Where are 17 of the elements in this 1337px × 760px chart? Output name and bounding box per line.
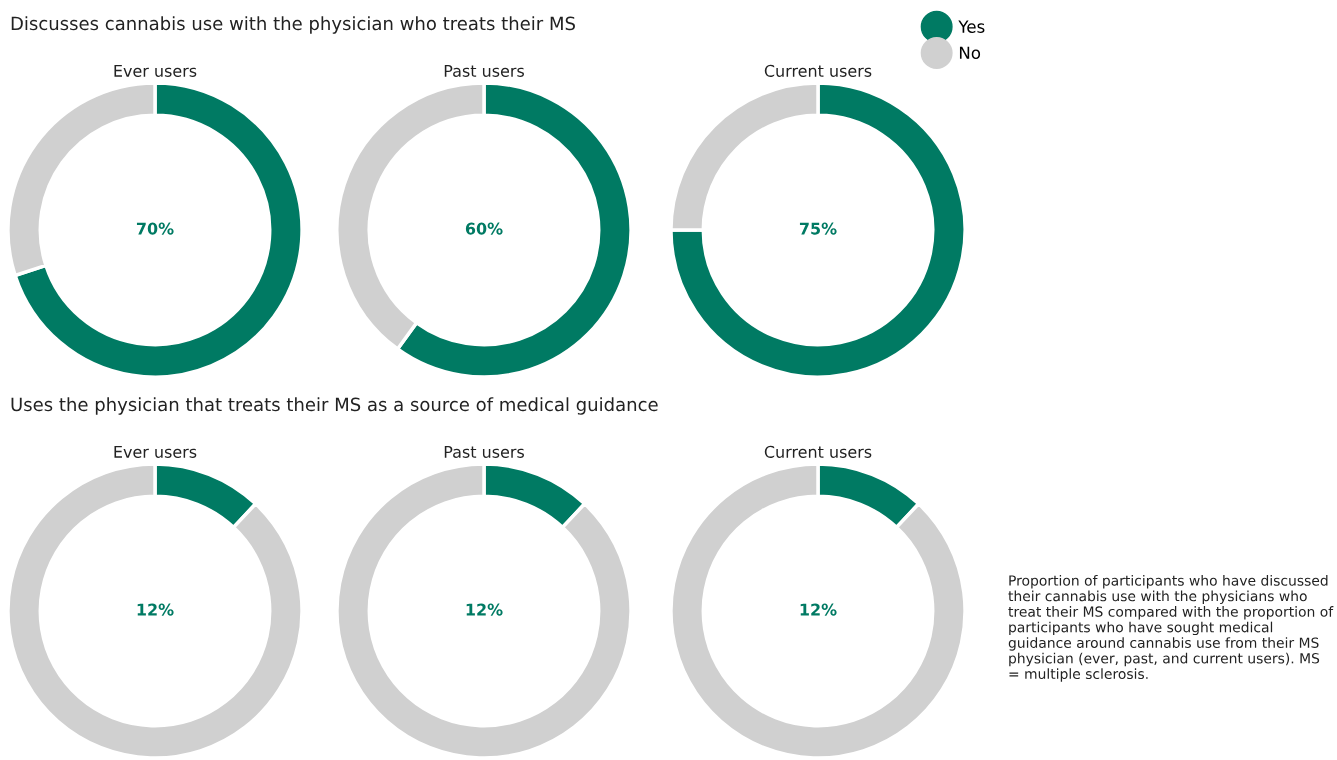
chart-title: Past users: [444, 65, 524, 77]
text: Proportion of participants who have discussed their cannabis use with the physicians who treat their MS compared with the proportion of participants who have sought medical guidance around cannabis use from their MS physician (ever, past, and current users). MS = multiple sclerosis.: [1008, 575, 1334, 682]
data-label: 12%: [800, 603, 837, 616]
chart-title: Past users: [444, 446, 524, 458]
text: Ever users: [114, 65, 197, 77]
data-label: 75%: [799, 222, 837, 235]
legend-label: No: [959, 46, 981, 60]
legend-label: Yes: [958, 20, 985, 33]
text: Uses the physician that treats their MS as a source of medical guidance: [11, 397, 658, 415]
chart-title: Ever users: [114, 446, 197, 458]
data-label: 70%: [136, 222, 174, 235]
data-label: 60%: [465, 222, 503, 235]
data-label: 12%: [466, 603, 503, 616]
data-label: 12%: [137, 603, 174, 616]
chart-title: Current users: [764, 445, 872, 458]
chart-title: Current users: [764, 64, 872, 77]
text: Discusses cannabis use with the physician who treats their MS: [11, 16, 575, 34]
